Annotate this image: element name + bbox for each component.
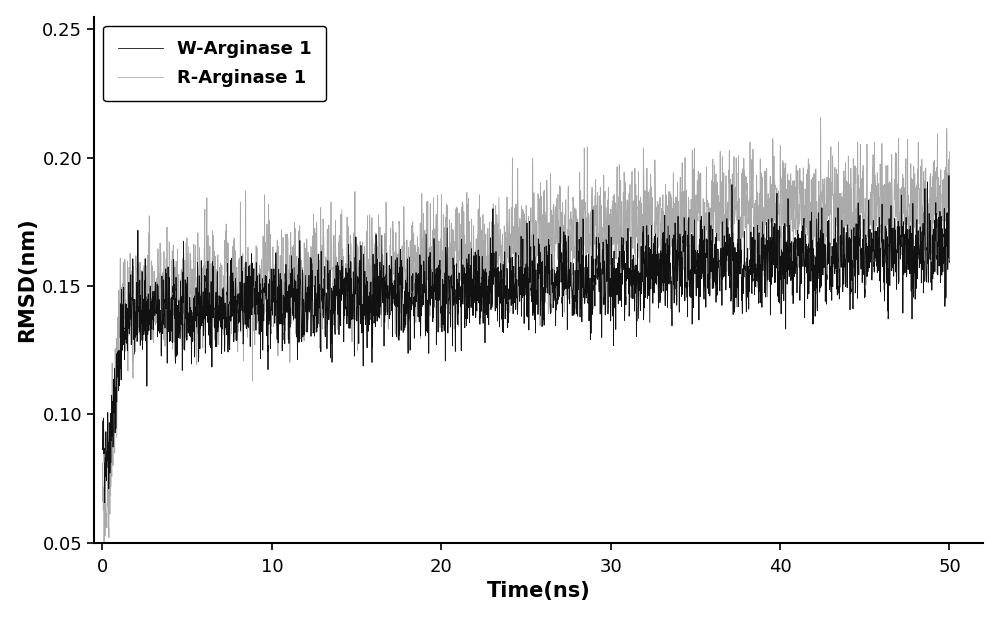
W-Arginase 1 xyxy=(96,442,108,449)
R-Arginase 1 xyxy=(815,113,827,121)
X-axis label: Time(ns): Time(ns) xyxy=(487,582,591,601)
R-Arginase 1 xyxy=(98,539,110,546)
R-Arginase 1 xyxy=(506,247,518,254)
R-Arginase 1 xyxy=(888,182,900,190)
W-Arginase 1 xyxy=(263,280,275,287)
W-Arginase 1 xyxy=(860,266,872,274)
R-Arginase 1 xyxy=(943,148,955,156)
R-Arginase 1 xyxy=(861,190,873,198)
Line: W-Arginase 1: W-Arginase 1 xyxy=(102,176,949,503)
W-Arginase 1 xyxy=(506,267,518,274)
Line: R-Arginase 1: R-Arginase 1 xyxy=(102,117,949,543)
W-Arginase 1 xyxy=(682,274,694,282)
R-Arginase 1 xyxy=(263,200,275,208)
W-Arginase 1 xyxy=(943,172,955,179)
W-Arginase 1 xyxy=(882,313,894,320)
W-Arginase 1 xyxy=(888,260,900,267)
Y-axis label: RMSD(nm): RMSD(nm) xyxy=(17,218,37,342)
W-Arginase 1 xyxy=(943,258,955,266)
Legend: W-Arginase 1, R-Arginase 1: W-Arginase 1, R-Arginase 1 xyxy=(103,26,326,101)
W-Arginase 1 xyxy=(99,499,111,507)
R-Arginase 1 xyxy=(96,498,108,506)
R-Arginase 1 xyxy=(682,200,694,208)
R-Arginase 1 xyxy=(882,197,894,205)
